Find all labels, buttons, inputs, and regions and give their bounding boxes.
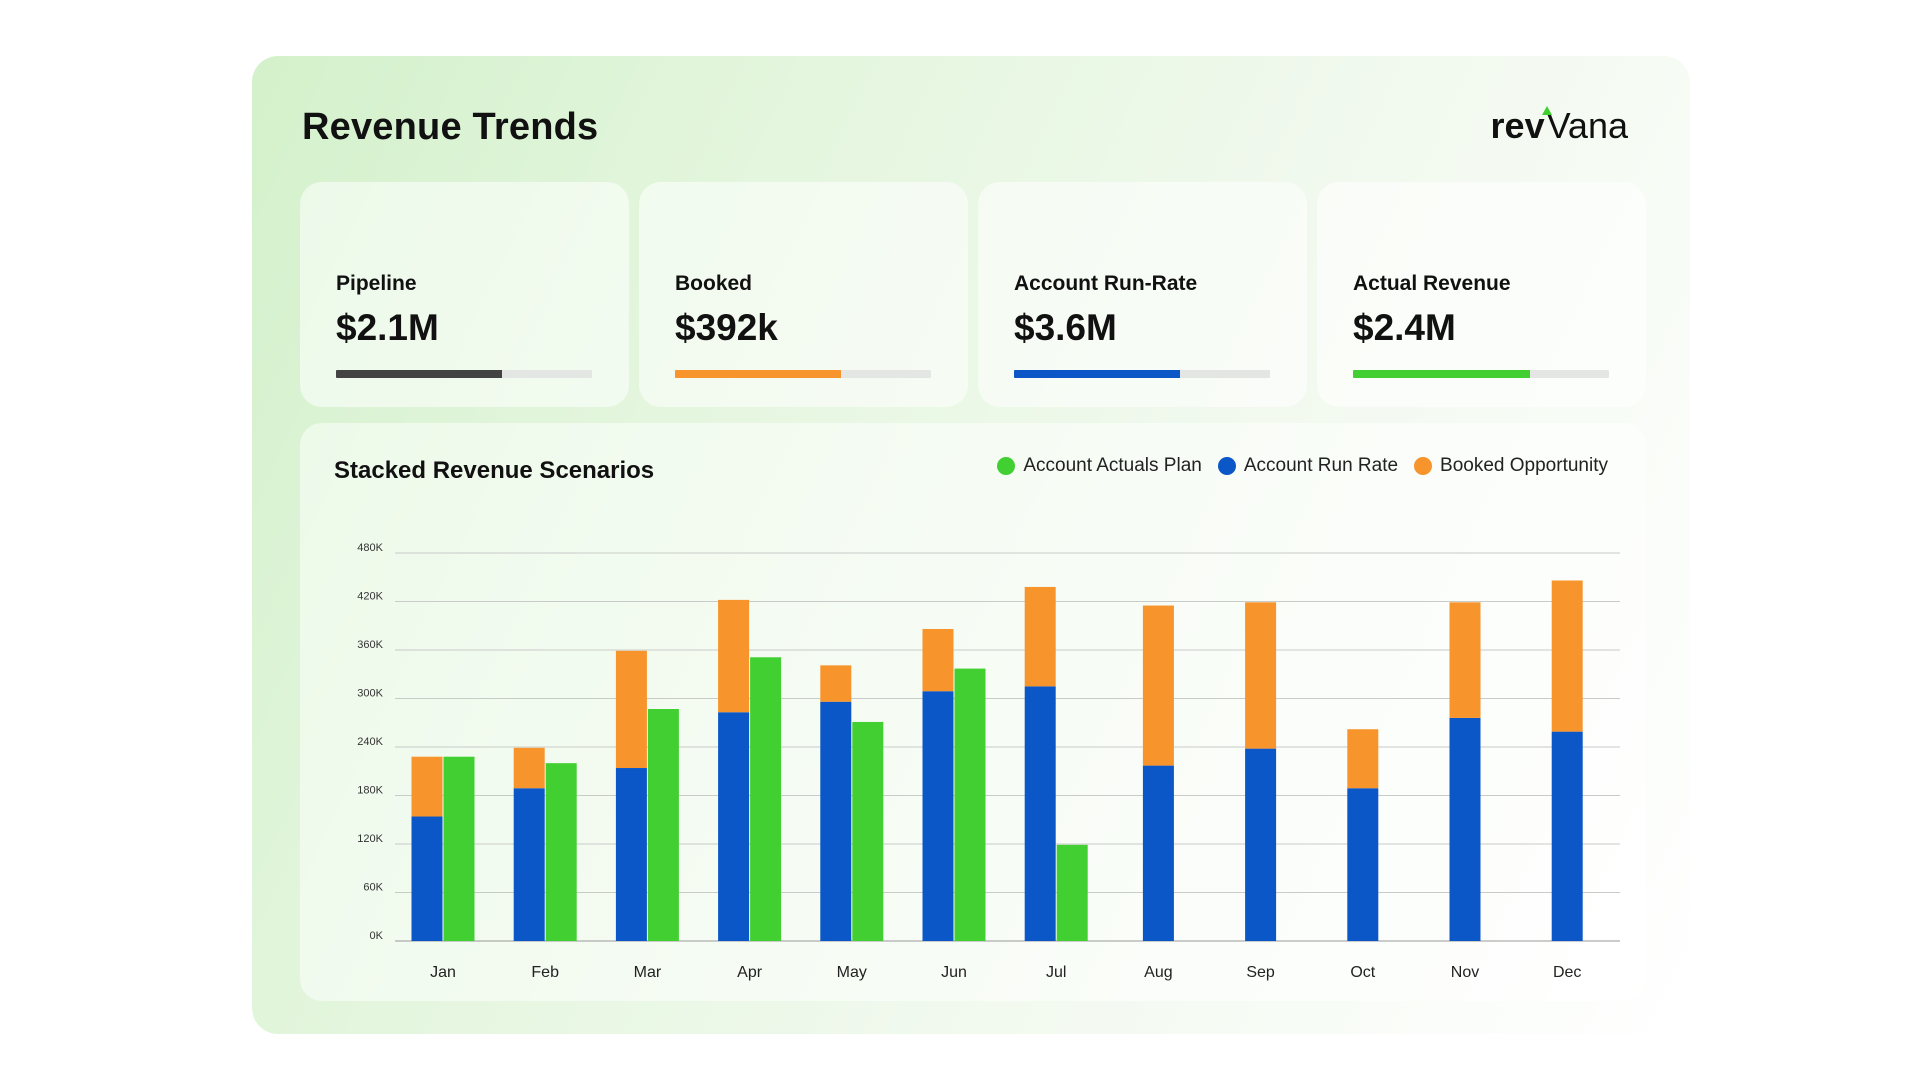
kpi-progress-fill: [1353, 370, 1530, 378]
bar-booked-opportunity: [1551, 580, 1583, 732]
kpi-card-booked[interactable]: Booked $392k: [639, 182, 968, 407]
bar-booked-opportunity: [1024, 586, 1056, 687]
legend-dot: [997, 457, 1016, 475]
bar-account-run-rate: [1142, 765, 1174, 941]
bar-account-run-rate: [1024, 686, 1056, 941]
kpi-progress-track: [336, 370, 592, 378]
x-tick-label: Jan: [430, 964, 456, 981]
x-tick-label: Jul: [1046, 964, 1066, 981]
bar-booked-opportunity: [718, 599, 750, 713]
legend-item-account-run-rate[interactable]: Account Run Rate: [1217, 455, 1399, 477]
bar-account-actuals-plan: [1056, 844, 1088, 941]
bar-account-run-rate: [1245, 748, 1277, 941]
bar-booked-opportunity: [1245, 602, 1277, 749]
y-tick-label: 480K: [357, 542, 383, 554]
x-tick-label: Jun: [941, 964, 967, 981]
bar-account-actuals-plan: [954, 668, 986, 941]
bar-account-actuals-plan: [647, 709, 679, 941]
kpi-progress-track: [675, 370, 931, 378]
bar-booked-opportunity: [1142, 605, 1174, 766]
logo-triangle-icon: [1541, 106, 1552, 115]
y-tick-label: 240K: [357, 736, 383, 748]
kpi-card-actual-revenue[interactable]: Actual Revenue $2.4M: [1317, 182, 1646, 407]
legend-dot: [1414, 457, 1433, 475]
kpi-value: $3.6M: [1014, 307, 1117, 348]
x-tick-label: Aug: [1144, 964, 1172, 981]
bar-account-run-rate: [615, 768, 647, 941]
bar-booked-opportunity: [615, 650, 647, 769]
y-tick-label: 0K: [370, 930, 384, 942]
kpi-label: Booked: [675, 272, 753, 295]
y-tick-label: 420K: [357, 591, 383, 603]
bar-booked-opportunity: [922, 628, 954, 692]
bar-account-actuals-plan: [545, 763, 577, 941]
bar-account-actuals-plan: [852, 721, 884, 941]
kpi-progress-track: [1353, 370, 1609, 378]
kpi-progress-fill: [675, 370, 842, 378]
kpi-card-pipeline[interactable]: Pipeline $2.1M: [300, 182, 629, 407]
x-tick-label: Dec: [1553, 964, 1581, 981]
bar-account-run-rate: [1551, 731, 1583, 941]
page-title: Revenue Trends: [302, 106, 599, 148]
stacked-bar-chart: 0K 60K 120K 180K 240K 300K 360K 420K 480K Jan Feb M…: [357, 542, 1620, 981]
legend-item-account-actuals-plan[interactable]: Account Actuals Plan: [997, 455, 1202, 477]
logo-text-rev: rev: [1490, 105, 1545, 146]
bar-account-actuals-plan: [443, 756, 475, 941]
chart-legend: Account Actuals Plan Account Run Rate Bo…: [997, 455, 1608, 477]
chart-title: Stacked Revenue Scenarios: [334, 457, 655, 484]
bar-account-run-rate: [922, 691, 954, 941]
bar-account-run-rate: [513, 788, 545, 941]
kpi-label: Pipeline: [336, 272, 417, 295]
kpi-progress-fill: [1014, 370, 1181, 378]
legend-label: Account Run Rate: [1243, 455, 1399, 476]
bar-account-run-rate: [718, 712, 750, 941]
kpi-value: $2.1M: [336, 307, 439, 348]
y-tick-label: 300K: [357, 688, 383, 700]
kpi-progress-track: [1014, 370, 1270, 378]
logo-text-vana: Vana: [1546, 105, 1628, 146]
legend-label: Booked Opportunity: [1440, 455, 1608, 476]
x-tick-label: May: [837, 964, 867, 981]
bar-booked-opportunity: [1347, 729, 1379, 789]
revenue-trends-panel: Revenue Trends revVana Pipeline $2.1M Bo…: [252, 56, 1690, 1034]
bar-booked-opportunity: [411, 756, 443, 817]
x-tick-label: Mar: [634, 964, 662, 981]
x-tick-label: Sep: [1246, 964, 1275, 981]
x-tick-label: Feb: [531, 964, 559, 981]
x-tick-label: Nov: [1451, 964, 1479, 981]
bar-booked-opportunity: [1449, 602, 1481, 718]
kpi-card-account-run-rate[interactable]: Account Run-Rate $3.6M: [978, 182, 1307, 407]
bar-account-actuals-plan: [750, 657, 782, 941]
y-tick-label: 120K: [357, 833, 383, 845]
y-tick-label: 60K: [363, 882, 383, 894]
chart-card: Stacked Revenue Scenarios Account Actual…: [300, 423, 1646, 1001]
legend-item-booked-opportunity[interactable]: Booked Opportunity: [1414, 455, 1608, 477]
x-tick-label: Oct: [1350, 964, 1375, 981]
legend-dot: [1217, 457, 1236, 475]
legend-label: Account Actuals Plan: [1023, 455, 1202, 476]
bar-account-run-rate: [820, 701, 852, 941]
y-tick-label: 360K: [357, 639, 383, 651]
kpi-progress-fill: [336, 370, 503, 378]
x-tick-label: Apr: [737, 964, 763, 981]
kpi-value: $392k: [675, 307, 778, 348]
bar-booked-opportunity: [513, 747, 545, 789]
revvana-logo: revVana: [1490, 105, 1628, 146]
bar-account-run-rate: [1347, 788, 1379, 941]
bar-account-run-rate: [1449, 717, 1481, 941]
kpi-value: $2.4M: [1353, 307, 1456, 348]
bar-account-run-rate: [411, 816, 443, 941]
y-tick-label: 180K: [357, 785, 383, 797]
bar-booked-opportunity: [820, 665, 852, 702]
kpi-row: Pipeline $2.1M Booked $392k Account Run-…: [300, 182, 1646, 407]
kpi-label: Actual Revenue: [1353, 272, 1511, 295]
kpi-label: Account Run-Rate: [1014, 272, 1198, 295]
